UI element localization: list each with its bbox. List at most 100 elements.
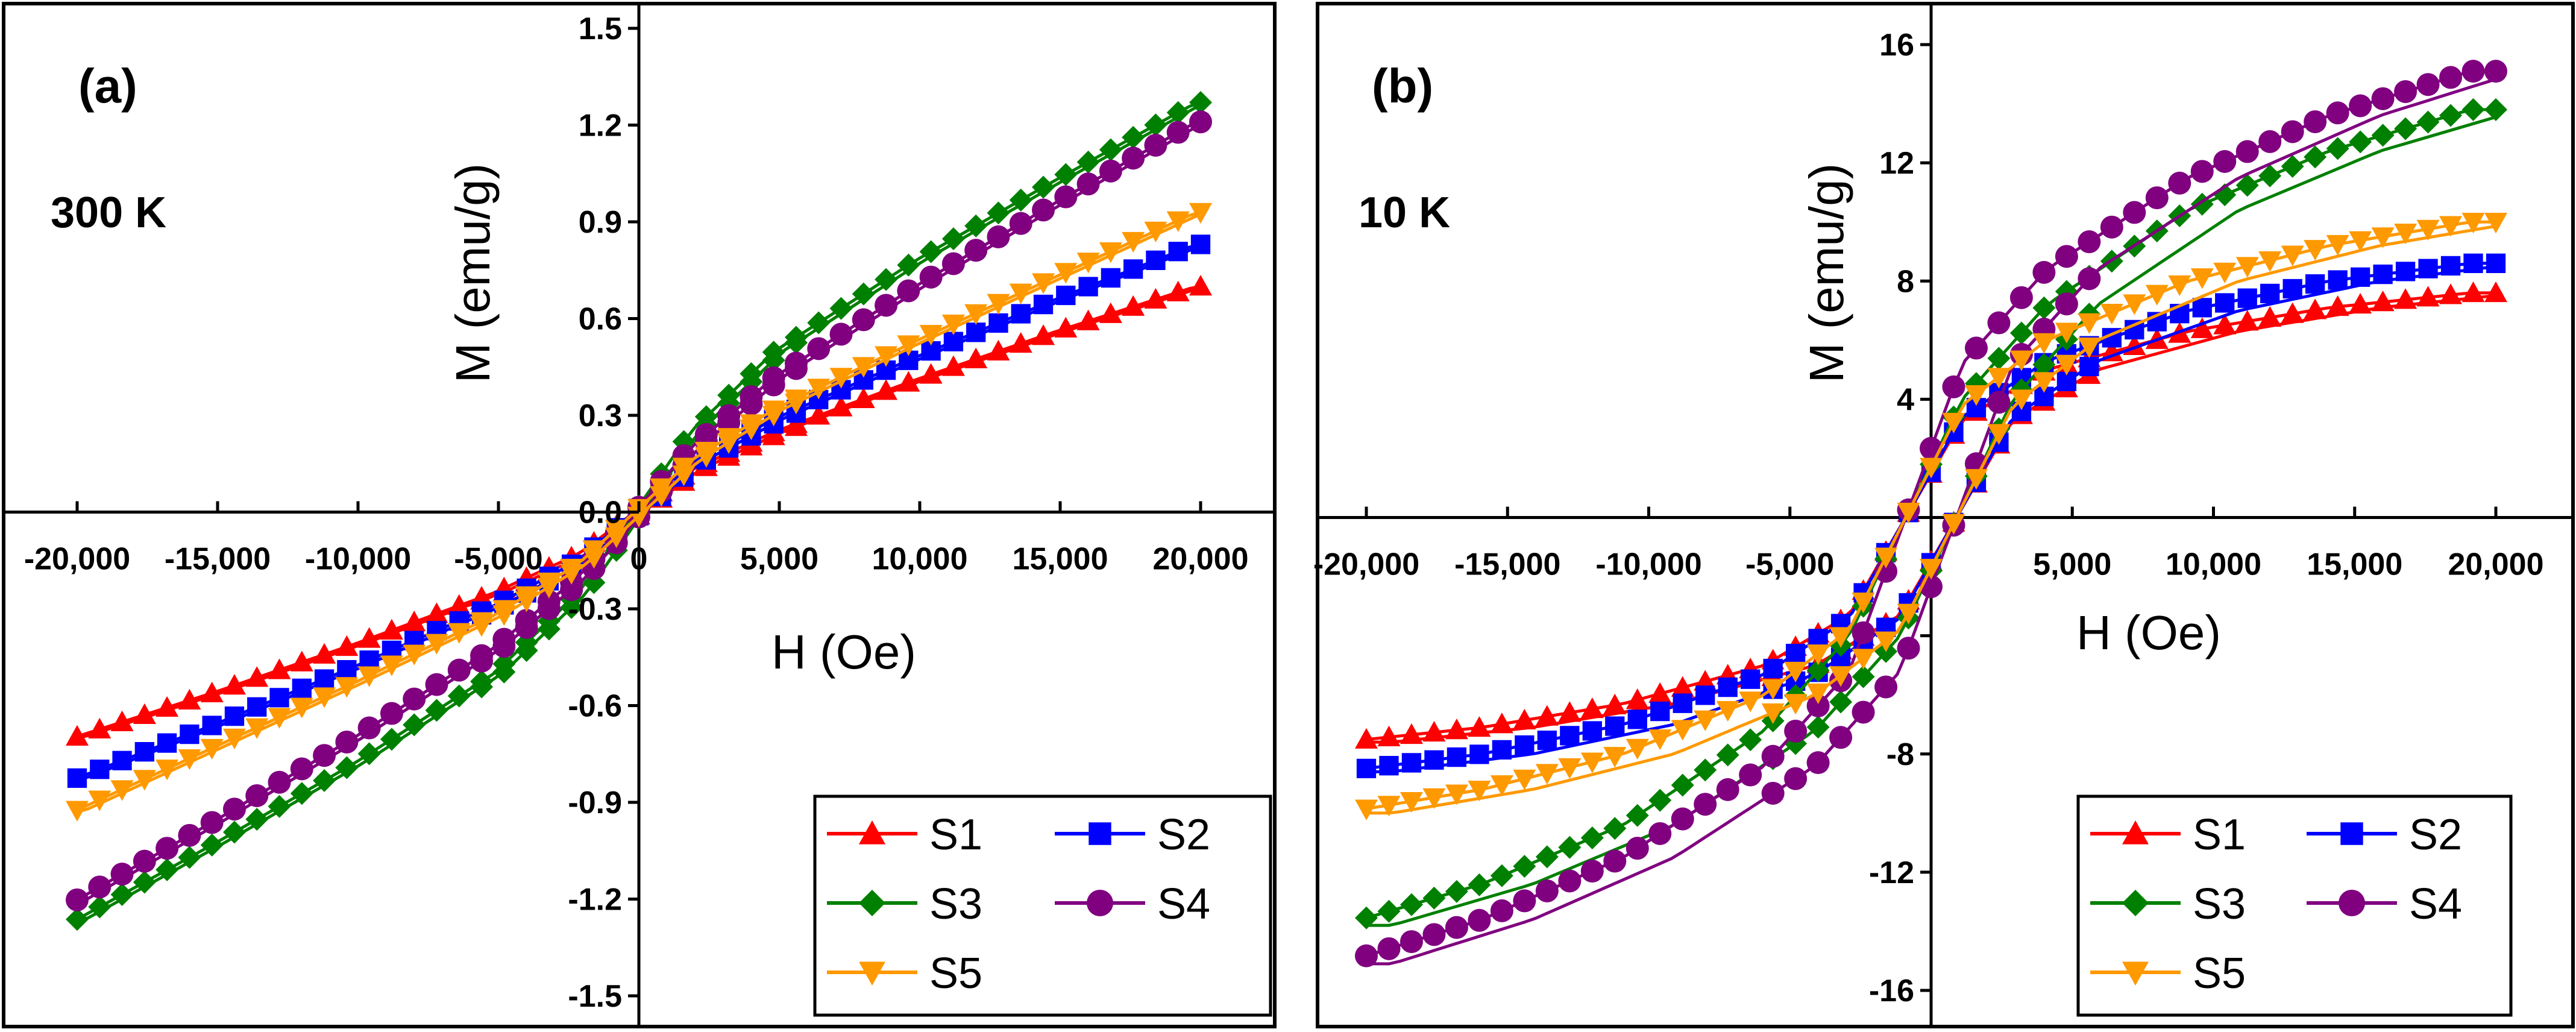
series-S1-point — [380, 618, 403, 640]
legend-S3-marker — [2122, 890, 2149, 916]
series-S1-point — [1694, 670, 1717, 691]
series-S5-point — [470, 616, 494, 637]
series-S1-point — [133, 703, 156, 725]
series-S3-point — [403, 713, 426, 737]
series-S2-point — [2125, 319, 2144, 340]
series-S5-point — [740, 419, 763, 441]
series-S3-point — [897, 253, 920, 277]
series-S4-point — [740, 392, 763, 415]
series-S4-point — [335, 730, 359, 754]
series-S2-point — [1447, 747, 1467, 767]
series-S4-point — [88, 875, 112, 899]
chart-0-y-tick-label: 1.5 — [579, 11, 622, 46]
series-S2-point — [2237, 288, 2257, 308]
series-S2-point — [1424, 750, 1444, 770]
series-S5-point — [2439, 216, 2463, 237]
series-S4-point — [515, 615, 538, 639]
legend-S2-marker — [2340, 822, 2363, 845]
series-S1-point — [425, 602, 448, 623]
series-S5-point — [694, 447, 718, 468]
series-S3-point — [2281, 155, 2304, 178]
series-S4-point — [2235, 140, 2259, 163]
series-S2-point — [1033, 294, 1054, 315]
series-S3-point — [1513, 855, 1536, 878]
series-S1-point — [1648, 682, 1672, 703]
chart-0-x-tick-label: -10,000 — [305, 542, 411, 577]
series-S3-point — [1144, 113, 1167, 137]
series-S4-point — [1897, 637, 1920, 660]
series-S1-point — [1626, 688, 1649, 710]
series-S2-point — [1582, 721, 1602, 741]
series-S1-point — [987, 339, 1010, 361]
series-S3-point — [2032, 296, 2056, 319]
series-S3-point — [1852, 665, 1875, 688]
series-S5-point — [2235, 257, 2259, 278]
series-S4-point — [1490, 899, 1513, 922]
series-S1-point — [2304, 298, 2327, 319]
series-S3-point — [1355, 906, 1378, 930]
series-S3-point — [313, 769, 336, 792]
series-S5-point — [941, 314, 965, 336]
chart-0-temperature-label: 300 K — [51, 189, 166, 237]
series-S5-point — [1099, 242, 1122, 263]
series-S4-point — [2281, 120, 2304, 143]
series-S2-point — [1190, 234, 1211, 254]
series-S1-point — [1400, 723, 1423, 744]
series-S3-point — [852, 282, 875, 306]
chart-0-y-tick-label: -0.3 — [568, 592, 622, 627]
series-S4-point — [2416, 73, 2440, 96]
series-S5-point — [829, 368, 853, 389]
series-S4-point — [1189, 110, 1212, 134]
series-S5-point — [1009, 283, 1032, 304]
legend-S5-marker — [2122, 961, 2149, 986]
series-S2-point — [247, 697, 267, 717]
chart-1-legend: S1 S2 S3 S4 S5 — [2076, 794, 2513, 1017]
series-S4-point — [537, 597, 561, 620]
series-S5-point — [1468, 781, 1491, 802]
series-S3-point — [1468, 873, 1491, 896]
series-S1-point — [2484, 281, 2507, 303]
series-S4-point — [964, 239, 988, 262]
series-S5-point — [852, 357, 875, 378]
series-S2-point — [1401, 753, 1422, 773]
series-S2-point — [2056, 371, 2077, 391]
chart-0-x-tick-label: -20,000 — [24, 542, 130, 577]
series-S4-point — [1784, 719, 1808, 743]
series-S2-point — [2418, 259, 2438, 278]
series-S2-point — [1379, 756, 1399, 776]
chart-0-y-tick-label: 0.3 — [579, 398, 622, 433]
legend-S1-label: S1 — [2193, 811, 2246, 859]
series-S2-point — [224, 706, 245, 726]
series-S4-point — [1445, 916, 1468, 939]
series-S1-point — [1076, 309, 1100, 330]
series-S5-point — [380, 655, 403, 676]
series-S3-point — [1829, 690, 1853, 714]
legend-S4-label: S4 — [1157, 880, 1210, 928]
series-S2-point — [269, 688, 289, 708]
series-S4-point — [875, 294, 898, 317]
series-S4-point — [290, 757, 313, 781]
series-S5-point — [1784, 694, 1808, 715]
series-S4-point — [313, 744, 336, 767]
series-S3-point — [1671, 773, 1694, 797]
series-S1-point — [2461, 281, 2485, 303]
series-S5-point — [1422, 788, 1446, 809]
series-S4-point — [1761, 781, 1785, 805]
series-S4-point — [1122, 146, 1145, 170]
series-S4-point — [403, 687, 426, 711]
series-S5-point — [807, 379, 831, 400]
series-S5-point — [2190, 268, 2214, 289]
series-S3-point — [560, 596, 583, 619]
series-S3-point — [335, 756, 359, 779]
series-S1-point — [222, 674, 246, 695]
series-S3-point — [110, 883, 134, 907]
series-S2-point — [1560, 726, 1580, 746]
series-S2-point — [2486, 253, 2506, 273]
series-S1-point — [66, 725, 89, 746]
series-S2-point — [1537, 731, 1557, 750]
series-S5-point — [2168, 275, 2191, 297]
series-S4-point — [1648, 822, 1672, 845]
series-S4-point — [1874, 675, 1898, 699]
chart-1-x-axis-title: H (Oe) — [2076, 606, 2221, 659]
